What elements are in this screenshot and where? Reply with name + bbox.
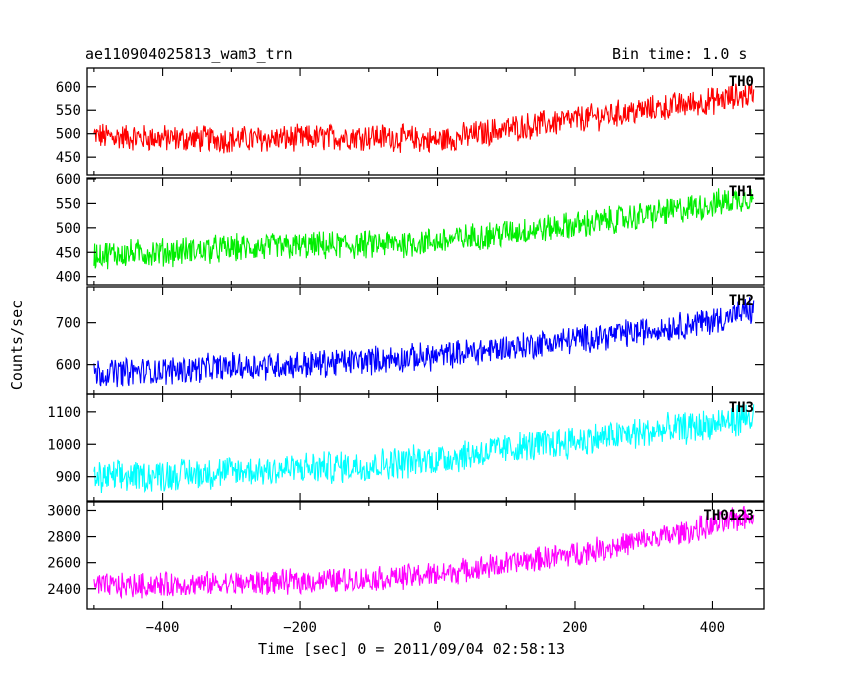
panel-label: TH2: [729, 293, 754, 309]
x-tick-label: −200: [283, 620, 317, 636]
panel-label: TH1: [729, 184, 754, 200]
y-tick-label: 600: [56, 80, 81, 96]
panel-label: TH0123: [703, 508, 754, 524]
series-line-th1: [93, 188, 754, 270]
series-line-th0: [93, 83, 755, 154]
panel-frame: [86, 67, 765, 176]
y-tick-label: 450: [56, 150, 81, 166]
y-tick-label: 600: [56, 358, 81, 374]
bin-time-label: Bin time: 1.0 s: [612, 45, 748, 63]
y-axis-label: Counts/sec: [8, 299, 26, 391]
y-tick-label: 2600: [47, 556, 81, 572]
chart-title: ae110904025813_wam3_trn: [85, 45, 293, 63]
panel-th0: 450 500 550 600 TH0: [56, 67, 765, 176]
x-tick-label: 200: [562, 620, 587, 636]
y-tick-label: 2400: [47, 582, 81, 598]
x-tick-label: 400: [700, 620, 725, 636]
panel-label: TH0: [729, 74, 754, 90]
series-line-th3: [93, 404, 755, 494]
panel-frame: [86, 177, 765, 286]
y-tick-label: 600: [56, 172, 81, 188]
panel-th0123: 2400 2600 2800 3000 TH0123: [47, 501, 765, 610]
panel-th1: 400 450 500 550 600 TH1: [56, 172, 765, 286]
y-tick-label: 1000: [47, 437, 81, 453]
series-line-th0123: [93, 505, 755, 600]
y-tick-label: 450: [56, 245, 81, 261]
y-tick-label: 1100: [47, 405, 81, 421]
y-tick-label: 900: [56, 470, 81, 486]
y-tick-label: 700: [56, 316, 81, 332]
panel-frame: [86, 393, 765, 502]
y-tick-label: 2800: [47, 530, 81, 546]
y-tick-label: 500: [56, 127, 81, 143]
x-axis-label: Time [sec] 0 = 2011/09/04 02:58:13: [258, 640, 566, 658]
panel-th3: 900 1000 1100 TH3: [47, 393, 765, 502]
panel-frame: [86, 501, 765, 610]
y-tick-label: 400: [56, 270, 81, 286]
panel-label: TH3: [729, 400, 754, 416]
y-tick-label: 550: [56, 103, 81, 119]
y-tick-label: 3000: [47, 503, 81, 519]
x-tick-label: −400: [146, 620, 180, 636]
y-tick-label: 500: [56, 221, 81, 237]
panel-th2: 600 700 TH2: [56, 286, 765, 395]
x-tick-label: 0: [433, 620, 441, 636]
panel-frame: [86, 286, 765, 395]
series-line-th2: [93, 297, 755, 388]
y-tick-label: 550: [56, 196, 81, 212]
